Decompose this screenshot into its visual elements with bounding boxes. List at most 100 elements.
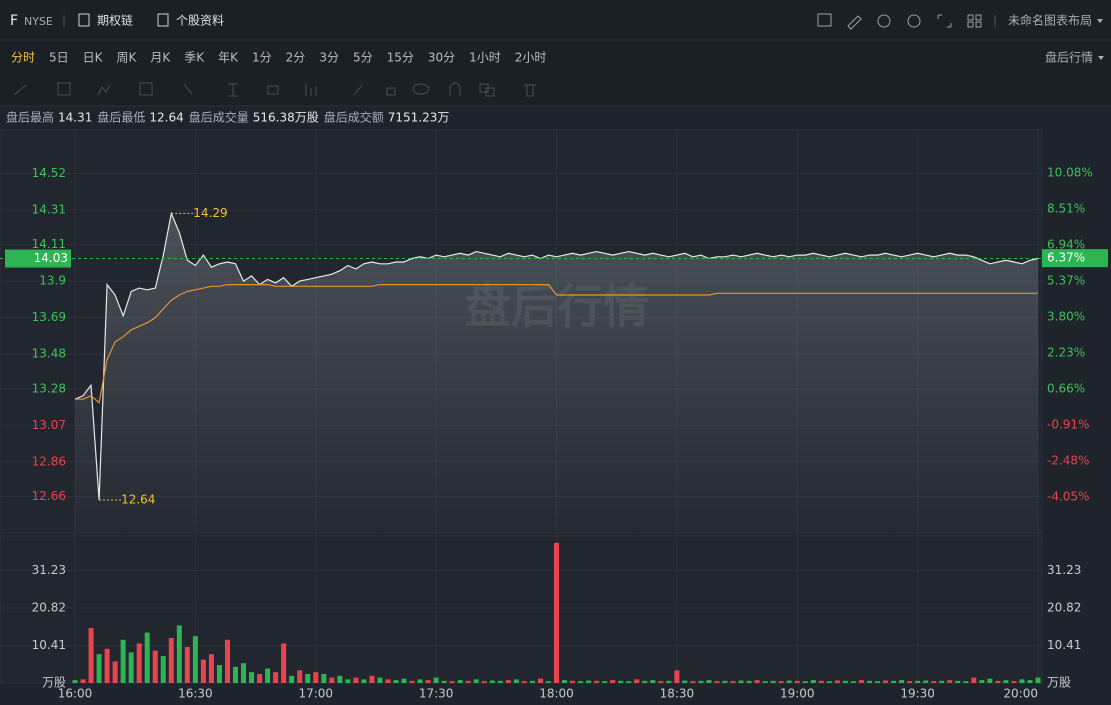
volume-bar xyxy=(401,678,407,683)
x-tick-label: 16:00 xyxy=(58,687,93,701)
y2-tick-label: -4.05% xyxy=(1047,490,1089,504)
period-tab[interactable]: 5日 xyxy=(49,51,69,65)
volume-bar xyxy=(658,681,664,683)
layout-name[interactable]: 未命名图表布局 xyxy=(1008,13,1092,28)
volume-bar xyxy=(345,679,351,683)
chart: 盘后行情14.5214.3114.1113.913.6913.4813.2813… xyxy=(0,129,1108,701)
period-tab[interactable]: 季K xyxy=(184,51,205,65)
volume-bar xyxy=(690,681,696,683)
period-tab[interactable]: 月K xyxy=(150,51,171,65)
volume-bar xyxy=(594,680,600,683)
volume-bar xyxy=(409,680,415,683)
volume-bar xyxy=(120,639,126,683)
y2-tick-label: -0.91% xyxy=(1047,418,1089,432)
drawing-tools xyxy=(13,82,536,97)
volume-bar xyxy=(626,681,632,683)
header-link[interactable]: 期权链 xyxy=(97,13,133,28)
period-tab[interactable]: 5分 xyxy=(353,51,373,65)
volume-bar xyxy=(883,680,889,683)
y2-tick-label: 2.23% xyxy=(1047,346,1085,360)
last-change: 6.37% xyxy=(1047,251,1085,265)
volume-bar xyxy=(634,679,640,683)
volume-bar xyxy=(305,673,311,683)
volume-bar xyxy=(465,680,471,683)
stat-value: 12.64 xyxy=(149,111,183,125)
volume-bar xyxy=(208,654,214,683)
volume-bar xyxy=(313,672,319,683)
volume-bar xyxy=(513,679,519,683)
y2-tick-label: 3.80% xyxy=(1047,310,1085,324)
volume-bar xyxy=(955,680,961,683)
volume-bar xyxy=(88,627,94,683)
x-tick-label: 19:00 xyxy=(780,687,815,701)
volume-bar xyxy=(297,670,303,683)
volume-bar xyxy=(329,677,335,683)
volume-bar xyxy=(136,643,142,683)
y-tick-label: 14.52 xyxy=(32,166,66,180)
x-tick-label: 19:30 xyxy=(900,687,935,701)
volume-bar xyxy=(907,681,913,683)
period-tab[interactable]: 周K xyxy=(117,51,138,65)
volume-bar xyxy=(826,681,832,683)
period-tab[interactable]: 3分 xyxy=(319,51,339,65)
y-tick-label: 13.69 xyxy=(32,310,66,324)
stat-label: 盘后成交额 xyxy=(324,110,384,125)
tool-icons[interactable] xyxy=(817,13,982,30)
period-tab[interactable]: 15分 xyxy=(387,51,414,65)
period-tab[interactable]: 2分 xyxy=(286,51,306,65)
symbol[interactable]: F xyxy=(10,13,18,29)
dropdown-arrow xyxy=(1097,19,1103,23)
volume-bar xyxy=(963,681,969,683)
volume-bar xyxy=(730,681,736,683)
volume-bar xyxy=(425,680,431,683)
volume-bar xyxy=(1027,680,1033,683)
y-tick-label: 12.66 xyxy=(32,489,66,503)
volume-bar xyxy=(489,680,495,683)
y2-tick-label: 5.37% xyxy=(1047,274,1085,288)
volume-bar xyxy=(385,679,391,683)
volume-bar xyxy=(265,668,271,683)
volume-bar xyxy=(674,670,680,683)
period-tab[interactable]: 2小时 xyxy=(515,51,547,65)
volume-bar xyxy=(794,680,800,683)
volume-bar xyxy=(184,646,190,683)
period-tab[interactable]: 分时 xyxy=(11,51,35,65)
volume-bar xyxy=(273,672,279,683)
volume-unit: 万股 xyxy=(1047,676,1071,690)
volume-bar xyxy=(112,661,118,683)
annotation-label: 12.64 xyxy=(121,492,155,506)
volume-bar xyxy=(923,680,929,683)
stat-label: 盘后最低 xyxy=(97,110,145,125)
volume-bar xyxy=(738,680,744,683)
annotation-label: 14.29 xyxy=(193,206,227,220)
period-tab[interactable]: 日K xyxy=(83,51,104,65)
x-tick-label: 16:30 xyxy=(178,687,213,701)
price-line xyxy=(75,284,1038,404)
volume-bar xyxy=(602,681,608,683)
y-tick-label: 13.9 xyxy=(39,274,66,288)
period-tab[interactable]: 1分 xyxy=(252,51,272,65)
volume-bar xyxy=(176,625,182,683)
volume-unit: 万股 xyxy=(42,676,66,690)
volume-bar xyxy=(481,681,487,683)
volume-bar xyxy=(875,681,880,683)
y2-tick-label: 10.41 xyxy=(1047,638,1081,652)
period-tab[interactable]: 1小时 xyxy=(469,51,501,65)
volume-bar xyxy=(521,681,527,683)
volume-bar xyxy=(361,679,367,683)
period-tab[interactable]: 年K xyxy=(218,51,239,65)
volume-bar xyxy=(915,680,921,683)
volume-bar xyxy=(216,664,222,683)
x-tick-label: 18:00 xyxy=(539,687,574,701)
header-link[interactable]: 个股资料 xyxy=(176,14,224,28)
volume-bar xyxy=(754,680,760,683)
y2-tick-label: 20.82 xyxy=(1047,601,1081,615)
volume-bar xyxy=(850,681,856,683)
volume-bar xyxy=(714,681,720,683)
after-hours-button[interactable]: 盘后行情 xyxy=(1045,50,1093,65)
volume-bar xyxy=(618,680,624,683)
volume-bar xyxy=(650,680,656,683)
y-tick-label: 13.07 xyxy=(32,418,66,432)
period-tab[interactable]: 30分 xyxy=(428,51,455,65)
